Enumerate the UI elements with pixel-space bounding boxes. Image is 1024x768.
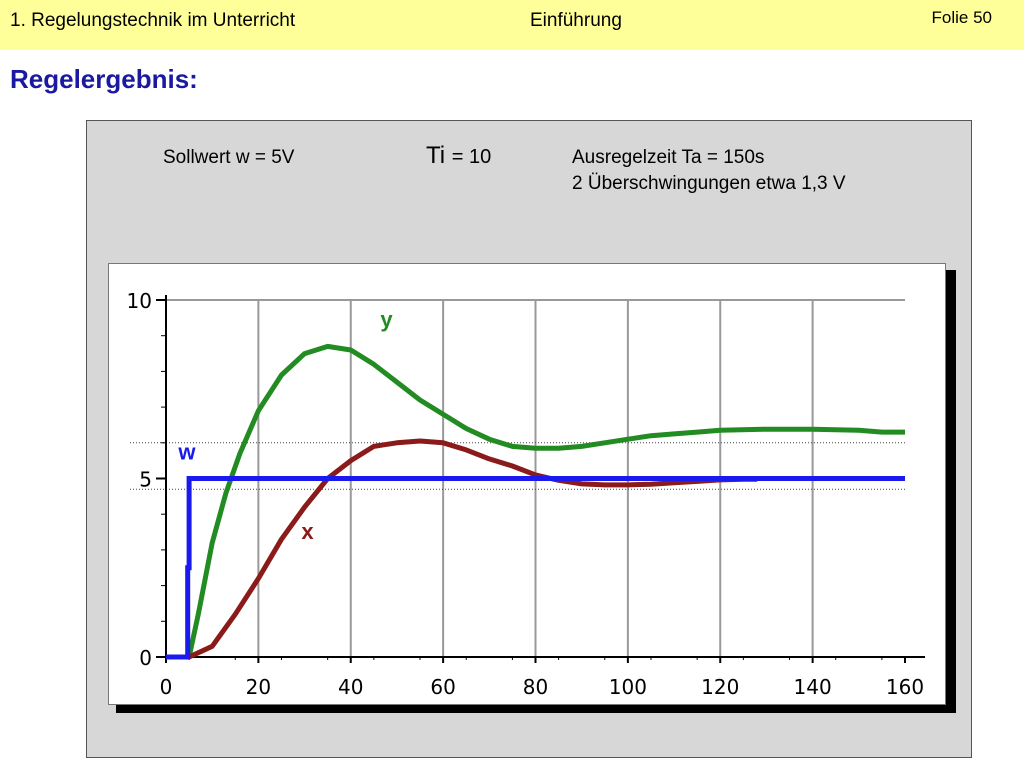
y-tick-label-5: 5 xyxy=(139,468,152,492)
x-tick-label-100: 100 xyxy=(609,675,647,699)
x-tick-label-0: 0 xyxy=(160,675,173,699)
y-tick-label-10: 10 xyxy=(127,289,152,313)
ti-value: = 10 xyxy=(451,146,492,168)
series-y-label: y xyxy=(380,307,393,332)
x-tick-label-60: 60 xyxy=(430,675,455,699)
series-x-line xyxy=(188,438,758,660)
series-w-label: w xyxy=(177,440,196,465)
chart-frame xyxy=(108,263,946,705)
x-tick-label-140: 140 xyxy=(794,675,832,699)
header-section: Einführung xyxy=(530,10,622,31)
ausregelzeit-text: Ausregelzeit Ta = 150s xyxy=(572,147,765,168)
x-tick-label-20: 20 xyxy=(246,675,271,699)
series-w-line xyxy=(166,476,905,660)
ti-symbol: Ti xyxy=(426,142,446,169)
x-tick-label-80: 80 xyxy=(523,675,548,699)
x-tick-label-160: 160 xyxy=(886,675,924,699)
ti-text: Ti = 10 xyxy=(426,142,491,170)
y-tick-label-0: 0 xyxy=(139,646,152,670)
header-course-title: 1. Regelungstechnik im Unterricht xyxy=(10,10,296,31)
series-y-line xyxy=(186,343,905,658)
x-tick-label-40: 40 xyxy=(338,675,363,699)
page-title: Regelergebnis: xyxy=(10,64,198,94)
slide-number: Folie 50 xyxy=(931,8,992,27)
sollwert-text: Sollwert w = 5V xyxy=(163,147,295,168)
slide-header: 1. Regelungstechnik im Unterricht Einfüh… xyxy=(0,0,1024,50)
ueberschwingungen-text: 2 Überschwingungen etwa 1,3 V xyxy=(572,173,846,194)
x-tick-label-120: 120 xyxy=(701,675,739,699)
series-x-label: x xyxy=(301,519,314,544)
